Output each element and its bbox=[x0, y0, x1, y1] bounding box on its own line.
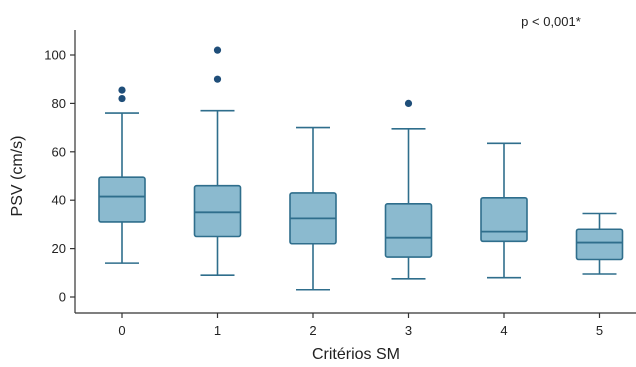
iqr-box bbox=[193, 184, 242, 238]
outlier-point bbox=[118, 94, 126, 103]
x-tick-label: 3 bbox=[405, 323, 412, 338]
outlier-point bbox=[213, 75, 222, 83]
x-tick-label: 4 bbox=[500, 323, 507, 338]
iqr-box bbox=[575, 228, 624, 261]
y-tick-label: 60 bbox=[52, 144, 66, 159]
significance-annotation: p < 0,001* bbox=[521, 14, 581, 29]
y-tick-label: 0 bbox=[59, 290, 66, 305]
x-tick-label: 1 bbox=[214, 323, 221, 338]
iqr-box bbox=[480, 196, 528, 243]
y-axis-title: PSV (cm/s) bbox=[9, 136, 26, 217]
y-tick-label: 40 bbox=[52, 193, 66, 208]
x-tick-label: 2 bbox=[309, 323, 316, 338]
x-axis-title: Critérios SM bbox=[312, 346, 400, 363]
x-tick-label: 5 bbox=[596, 323, 603, 338]
x-tick-label: 0 bbox=[118, 323, 125, 338]
y-tick-label: 100 bbox=[44, 48, 66, 63]
y-tick-label: 80 bbox=[52, 96, 66, 111]
iqr-box bbox=[98, 176, 146, 223]
iqr-box bbox=[384, 203, 433, 258]
y-tick-label: 20 bbox=[52, 241, 66, 256]
outlier-point bbox=[404, 99, 413, 107]
outlier-point bbox=[118, 86, 126, 94]
outlier-point bbox=[213, 46, 222, 54]
plot-area: 0 20 40 60 80 100 0 1 2 3 4 5 bbox=[44, 30, 636, 338]
